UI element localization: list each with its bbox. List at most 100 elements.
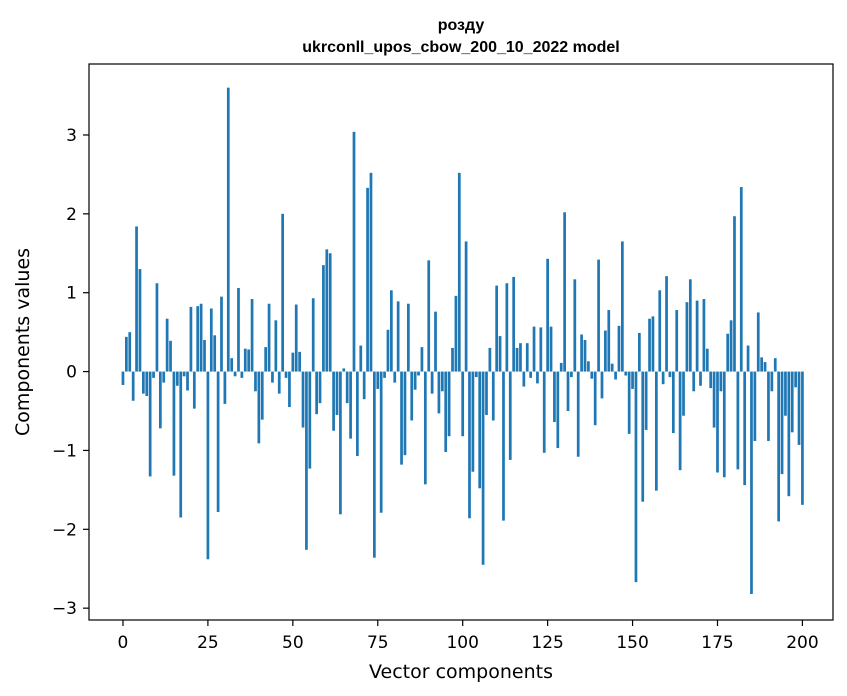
y-tick-label: −2 [52, 520, 77, 540]
bar [491, 371, 495, 421]
bar [610, 363, 614, 372]
bar [413, 371, 417, 390]
bar [508, 371, 512, 460]
bar [417, 371, 420, 376]
bar [373, 371, 376, 558]
bar [556, 371, 560, 449]
bar [481, 371, 485, 565]
bar [464, 241, 468, 372]
bar [638, 332, 641, 372]
bar [665, 276, 668, 372]
bar [573, 279, 577, 372]
bar [440, 371, 444, 392]
bar [563, 212, 566, 372]
bar [722, 371, 726, 478]
bar [406, 303, 410, 372]
bar [780, 371, 784, 475]
bar [512, 276, 516, 372]
bar [209, 308, 213, 372]
bar [661, 371, 665, 385]
bar [539, 327, 543, 372]
bar [332, 371, 335, 431]
bar [203, 340, 206, 372]
bar [498, 336, 502, 372]
bar [570, 371, 573, 378]
bar [444, 371, 448, 453]
bar [471, 371, 475, 472]
bar [692, 371, 696, 392]
bar [648, 318, 651, 372]
bar [451, 347, 454, 372]
bar [339, 371, 342, 515]
bar [230, 358, 234, 372]
bar [695, 300, 699, 372]
bar [522, 371, 526, 387]
bar [576, 371, 580, 457]
bar [525, 343, 529, 372]
bar [712, 371, 716, 428]
bar [767, 371, 770, 441]
y-tick-label: −3 [52, 599, 77, 619]
bar [356, 371, 359, 456]
bar [532, 326, 536, 372]
bar [345, 371, 349, 404]
bar [668, 371, 672, 378]
bar [682, 371, 685, 416]
bar [247, 349, 251, 372]
bar [182, 371, 186, 377]
bar [726, 333, 730, 372]
bar [386, 329, 390, 372]
x-tick-label: 0 [118, 633, 129, 653]
bar [274, 320, 278, 372]
y-tick-label: 1 [66, 284, 77, 304]
bar [393, 371, 397, 383]
bar [634, 371, 638, 583]
bar [705, 348, 709, 372]
bar [128, 332, 132, 372]
bar [342, 368, 346, 372]
bar [685, 302, 689, 372]
bars-group [121, 87, 804, 594]
bar [515, 347, 519, 372]
bar [257, 371, 261, 444]
bar [179, 371, 183, 518]
bar [699, 371, 702, 386]
bar [284, 371, 288, 378]
bar [604, 330, 607, 372]
x-tick-label: 100 [446, 633, 478, 653]
bar [658, 290, 662, 372]
bar [400, 371, 403, 465]
bar [189, 306, 193, 372]
bar [770, 371, 774, 392]
bar [654, 371, 658, 491]
bar [379, 371, 383, 513]
bar [542, 371, 546, 453]
bar [457, 172, 461, 372]
bar [121, 371, 125, 385]
bar [671, 371, 675, 434]
bar [403, 371, 407, 456]
bar [627, 371, 631, 434]
bar [750, 371, 753, 594]
bar [536, 371, 539, 384]
bar [600, 371, 604, 399]
bar [175, 371, 179, 386]
y-tick-label: −1 [52, 441, 77, 461]
bar [131, 371, 135, 401]
chart-title-line1: розду [438, 17, 485, 34]
bar [237, 287, 240, 372]
bar [213, 335, 217, 372]
bar [148, 371, 152, 477]
bar [169, 340, 172, 372]
bar [434, 311, 437, 372]
bar [301, 371, 305, 428]
bar [369, 172, 373, 372]
bar [383, 371, 386, 378]
bar [519, 343, 522, 372]
bar [328, 253, 332, 372]
bar [281, 213, 284, 372]
bar [756, 312, 760, 372]
bar [447, 371, 451, 437]
bar [240, 371, 244, 378]
